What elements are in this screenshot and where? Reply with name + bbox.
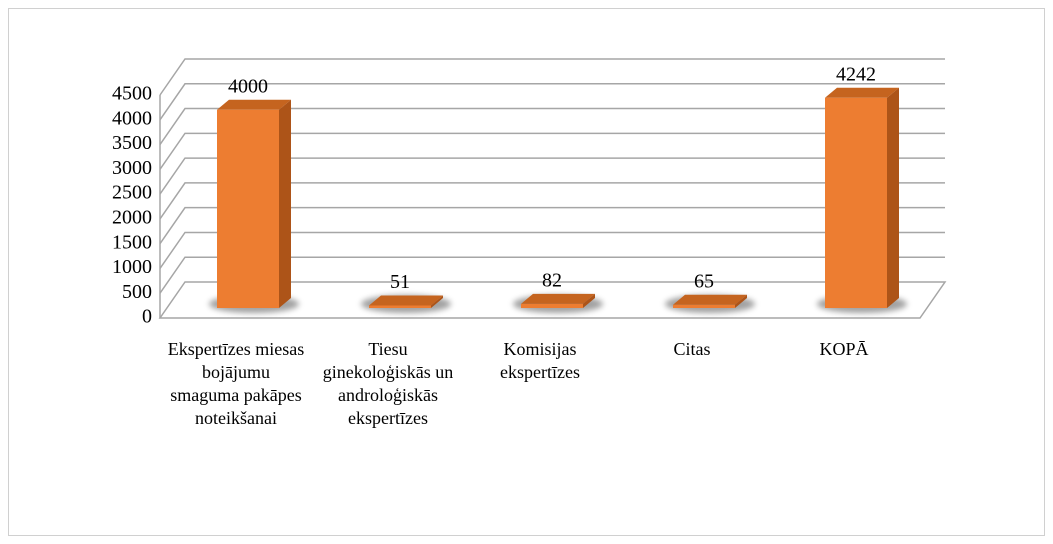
bar-top [369, 295, 443, 306]
y-tick-label: 2500 [112, 182, 152, 204]
bar [521, 303, 583, 308]
grid-line [159, 182, 945, 220]
bar [825, 97, 887, 308]
x-tick-label: Komisijas ekspertīzes [500, 339, 580, 382]
x-tick-label: Tiesu ginekoloģiskās un androloģiskās ek… [322, 339, 454, 428]
y-tick-label: 2000 [112, 206, 152, 228]
bar [369, 305, 431, 308]
bar [673, 304, 735, 308]
value-label: 4000 [228, 75, 268, 97]
bar-side [887, 87, 899, 308]
grid-line [159, 83, 945, 121]
floor [158, 281, 947, 319]
value-label: 65 [694, 270, 714, 292]
bar-side [431, 295, 443, 308]
grid-line [159, 256, 945, 294]
bar-top [673, 294, 747, 305]
bar [217, 109, 279, 309]
y-tick-label: 500 [122, 281, 152, 303]
bar-top [825, 87, 899, 98]
y-tick-label: 1500 [112, 231, 152, 253]
y-tick-label: 3500 [112, 132, 152, 154]
x-tick-label: Ekspertīzes miesas bojājumu smaguma pakā… [167, 339, 305, 428]
grid-line [159, 231, 945, 269]
grid-line [159, 107, 945, 145]
grid-line [159, 206, 945, 245]
bar-side [279, 99, 291, 309]
value-label: 51 [390, 271, 410, 293]
value-label: 4242 [836, 63, 876, 85]
y-tick-label: 4000 [112, 107, 152, 129]
y-tick-label: 1000 [112, 256, 152, 278]
grid-line [159, 132, 945, 170]
value-label: 82 [542, 270, 562, 292]
x-tick-label: Citas [673, 339, 711, 359]
bar-top [521, 293, 595, 304]
x-tick-label: KOPĀ [819, 339, 869, 359]
bar-side [583, 293, 595, 308]
y-tick-label: 3000 [112, 157, 152, 179]
bar-side [735, 294, 747, 308]
grid-line [159, 58, 945, 96]
grid-line [159, 157, 945, 195]
bar-top [217, 99, 291, 110]
y-tick-label: 0 [142, 306, 152, 328]
y-tick-label: 4500 [112, 83, 152, 105]
